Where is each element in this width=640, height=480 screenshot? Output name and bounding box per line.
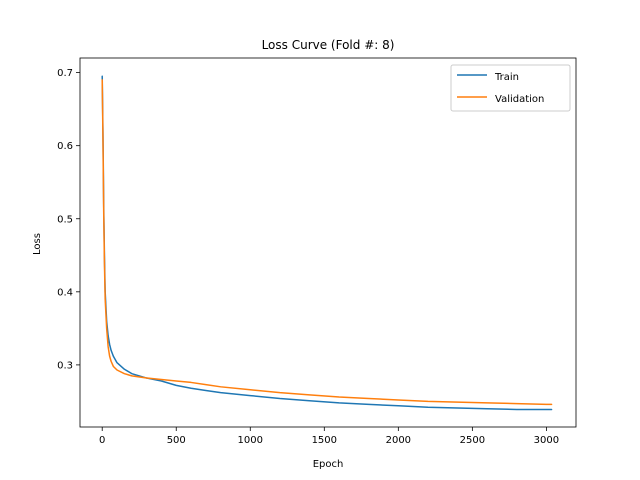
chart-title: Loss Curve (Fold #: 8) <box>262 38 395 52</box>
legend-label-validation: Validation <box>495 94 544 105</box>
y-tick-label: 0.5 <box>57 214 73 225</box>
plot-area <box>101 75 553 411</box>
x-tick-label: 1000 <box>238 435 263 446</box>
series-line-validation <box>101 79 553 406</box>
legend: Train Validation <box>450 64 571 112</box>
x-tick-label: 3000 <box>534 435 559 446</box>
y-axis-label: Loss <box>32 233 43 255</box>
x-tick-label: 1500 <box>312 435 337 446</box>
x-axis-label: Epoch <box>313 459 344 470</box>
y-tick-label: 0.7 <box>57 68 73 79</box>
legend-label-train: Train <box>494 72 519 83</box>
y-tick-label: 0.6 <box>57 141 73 152</box>
x-axis: 0 500 1000 1500 2000 2500 3000 <box>99 427 559 446</box>
legend-box <box>450 64 571 112</box>
x-tick-label: 2000 <box>386 435 411 446</box>
y-axis: 0.3 0.4 0.5 0.6 0.7 <box>57 68 80 371</box>
x-tick-label: 500 <box>167 435 186 446</box>
y-tick-label: 0.3 <box>57 360 73 371</box>
axes-frame <box>79 57 577 428</box>
y-tick-label: 0.4 <box>57 287 73 298</box>
x-tick-label: 0 <box>99 435 105 446</box>
x-tick-label: 2500 <box>460 435 485 446</box>
